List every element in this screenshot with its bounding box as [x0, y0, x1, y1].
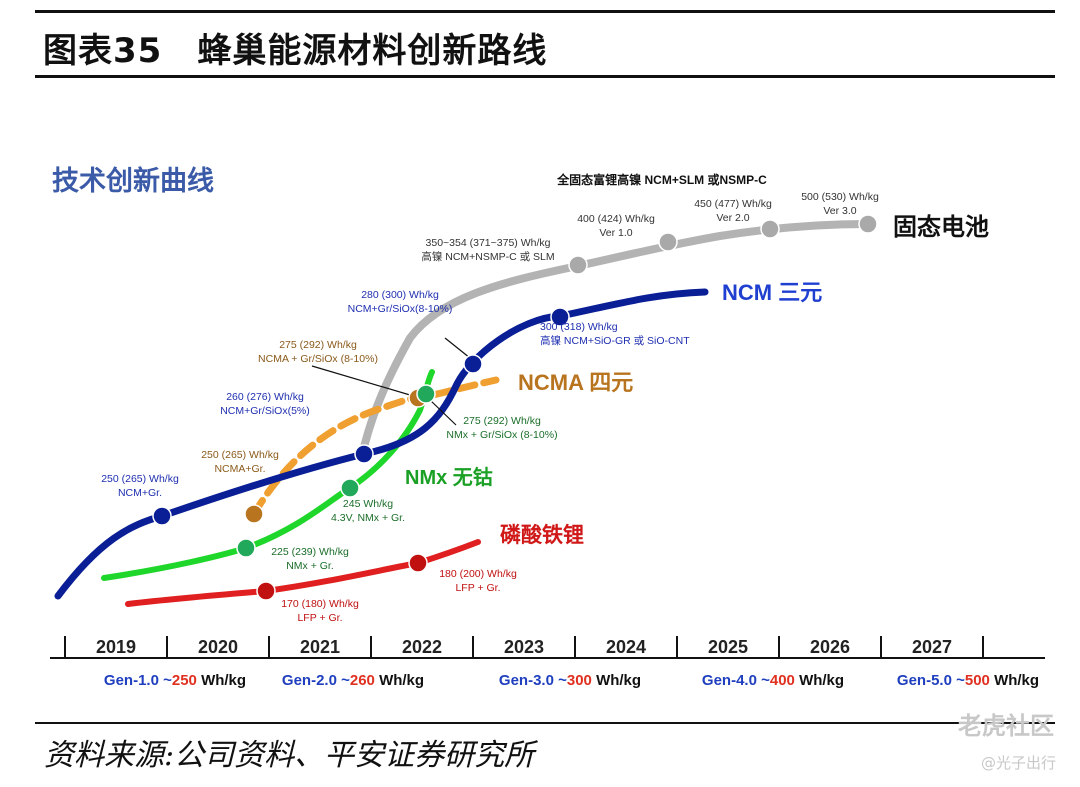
data-label: 260 (276) Wh/kg [226, 391, 304, 403]
data-label: 500 (530) Wh/kg [801, 191, 879, 203]
data-label: 高镍 NCM+NSMP-C 或 SLM [421, 250, 554, 263]
x-tick-label: 2023 [504, 637, 544, 657]
figure-title: 图表35 蜂巢能源材料创新路线 [43, 31, 548, 71]
data-label: NCMA + Gr/SiOx (8-10%) [258, 353, 378, 365]
data-label: 275 (292) Wh/kg [463, 415, 541, 427]
data-point [760, 219, 780, 239]
x-tick-label: 2021 [300, 637, 340, 657]
data-point [244, 504, 264, 524]
legend-label: NCM 三元 [722, 280, 822, 305]
data-label: 4.3V, NMx + Gr. [331, 512, 405, 524]
data-label: Ver 1.0 [599, 227, 632, 239]
data-point [568, 255, 588, 275]
data-label: 245 Wh/kg [343, 498, 393, 510]
data-label: NMx + Gr. [286, 560, 334, 572]
x-tick-label: 2025 [708, 637, 748, 657]
legend-label: 磷酸铁锂 [500, 523, 584, 547]
series-line-ncma [250, 376, 500, 518]
x-tick-label: 2024 [606, 637, 646, 657]
data-label: LFP + Gr. [455, 582, 500, 594]
x-tick-label: 2026 [810, 637, 850, 657]
annotation-arrow [444, 337, 471, 359]
x-tick-label: 2027 [912, 637, 952, 657]
data-point [658, 232, 678, 252]
x-tick-label: 2020 [198, 637, 238, 657]
data-label: 高镍 NCM+SiO-GR 或 SiO-CNT [540, 334, 690, 347]
legend-label: NCMA 四元 [518, 370, 633, 395]
data-point [416, 384, 436, 404]
data-point [340, 478, 360, 498]
x-tick-label: 2022 [402, 637, 442, 657]
legend-label: 固态电池 [893, 213, 989, 241]
data-label: 250 (265) Wh/kg [101, 473, 179, 485]
series-line-nmx [101, 369, 435, 581]
data-label: NCM+Gr/SiOx(8-10%) [348, 303, 453, 315]
data-label: 225 (239) Wh/kg [271, 546, 349, 558]
data-point [236, 538, 256, 558]
data-point [463, 354, 483, 374]
data-point [858, 214, 878, 234]
top-annotation: 全固态富锂高镍 NCM+SLM 或NSMP-C [556, 172, 767, 187]
data-label: 180 (200) Wh/kg [439, 568, 517, 580]
footer-divider [35, 722, 1055, 724]
data-point [354, 444, 374, 464]
data-label: 300 (318) Wh/kg [540, 321, 618, 333]
generation-label: Gen-2.0 ~260 Wh/kg [282, 672, 424, 689]
data-label: Ver 3.0 [823, 205, 856, 217]
data-label: 280 (300) Wh/kg [361, 289, 439, 301]
watermark-text: 老虎社区 [958, 712, 1054, 740]
series-line-lfp [125, 539, 481, 607]
legend-label: NMx 无钴 [405, 465, 493, 489]
data-label: Ver 2.0 [716, 212, 749, 224]
generation-label: Gen-4.0 ~400 Wh/kg [702, 672, 844, 689]
data-point [550, 307, 570, 327]
data-label: 350~354 (371~375) Wh/kg [426, 237, 551, 249]
data-label: NMx + Gr/SiOx (8-10%) [446, 429, 557, 441]
data-point [256, 581, 276, 601]
data-point [408, 553, 428, 573]
data-label: NCMA+Gr. [214, 463, 265, 475]
watermark-handle: @光子出行 [980, 754, 1056, 772]
data-label: 170 (180) Wh/kg [281, 598, 359, 610]
data-label: 250 (265) Wh/kg [201, 449, 279, 461]
data-label: 275 (292) Wh/kg [279, 339, 357, 351]
chart-subtitle: 技术创新曲线 [52, 165, 214, 196]
x-tick-label: 2019 [96, 637, 136, 657]
figure-title-bar: 图表35 蜂巢能源材料创新路线 [35, 10, 1055, 78]
data-label: NCM+Gr. [118, 487, 162, 499]
annotation-arrow [429, 399, 457, 426]
data-label: LFP + Gr. [297, 612, 342, 624]
annotation-arrow [311, 365, 411, 396]
generation-label: Gen-3.0 ~300 Wh/kg [499, 672, 641, 689]
data-point [152, 506, 172, 526]
generation-label: Gen-1.0 ~250 Wh/kg [104, 672, 246, 689]
data-label: 400 (424) Wh/kg [577, 213, 655, 225]
data-label: NCM+Gr/SiOx(5%) [220, 405, 310, 417]
data-label: 450 (477) Wh/kg [694, 198, 772, 210]
generation-label: Gen-5.0 ~500 Wh/kg [897, 672, 1039, 689]
source-note: 资料来源:公司资料、平安证券研究所 [44, 738, 535, 773]
